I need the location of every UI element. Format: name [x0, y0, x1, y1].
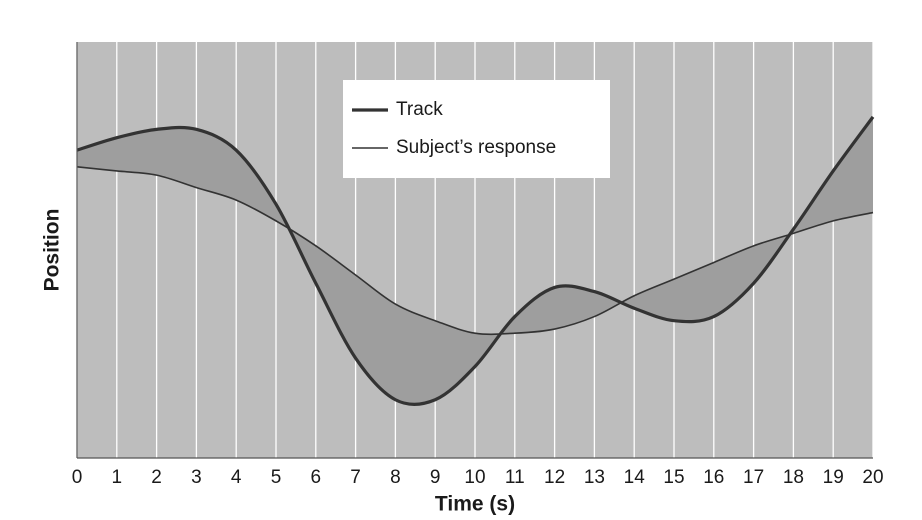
x-tick-label: 3: [191, 467, 202, 488]
x-tick-label: 8: [390, 467, 401, 488]
x-tick-label: 2: [151, 467, 162, 488]
difference-fill: [77, 116, 873, 405]
x-tick-label: 7: [350, 467, 361, 488]
x-tick-label: 18: [783, 467, 804, 488]
lines: [76, 115, 875, 407]
legend-label: Subject’s response: [396, 137, 556, 158]
x-tick-label: 19: [823, 467, 844, 488]
legend-box: [343, 80, 610, 178]
x-tick-label: 11: [505, 467, 525, 488]
difference-fill-group: [77, 116, 873, 405]
x-tick-label: 5: [271, 467, 282, 488]
x-tick-label: 9: [430, 467, 441, 488]
x-tick-label: 15: [663, 467, 684, 488]
legend: Track Subject’s response: [343, 80, 610, 178]
series-line: [76, 166, 874, 336]
series-line: [76, 115, 875, 407]
x-tick-label: 12: [544, 467, 565, 488]
legend-label: Track: [396, 99, 443, 120]
x-tick-label: 10: [464, 467, 485, 488]
x-ticks: 0 1 2 3 4 5 6 7 8 9 10 11 12 13 14 15 16 17 18 19 20: [72, 467, 884, 488]
x-tick-label: 14: [624, 467, 646, 488]
x-tick-label: 16: [703, 467, 724, 488]
x-tick-label: 17: [743, 467, 764, 488]
x-tick-label: 13: [584, 467, 605, 488]
x-tick-label: 6: [311, 467, 322, 488]
x-tick-label: 4: [231, 467, 242, 488]
x-axis-title: Time (s): [435, 493, 515, 516]
y-axis-title: Position: [41, 209, 64, 292]
x-tick-label: 0: [72, 467, 83, 488]
x-tick-label: 1: [112, 467, 123, 488]
x-tick-label: 20: [862, 467, 883, 488]
